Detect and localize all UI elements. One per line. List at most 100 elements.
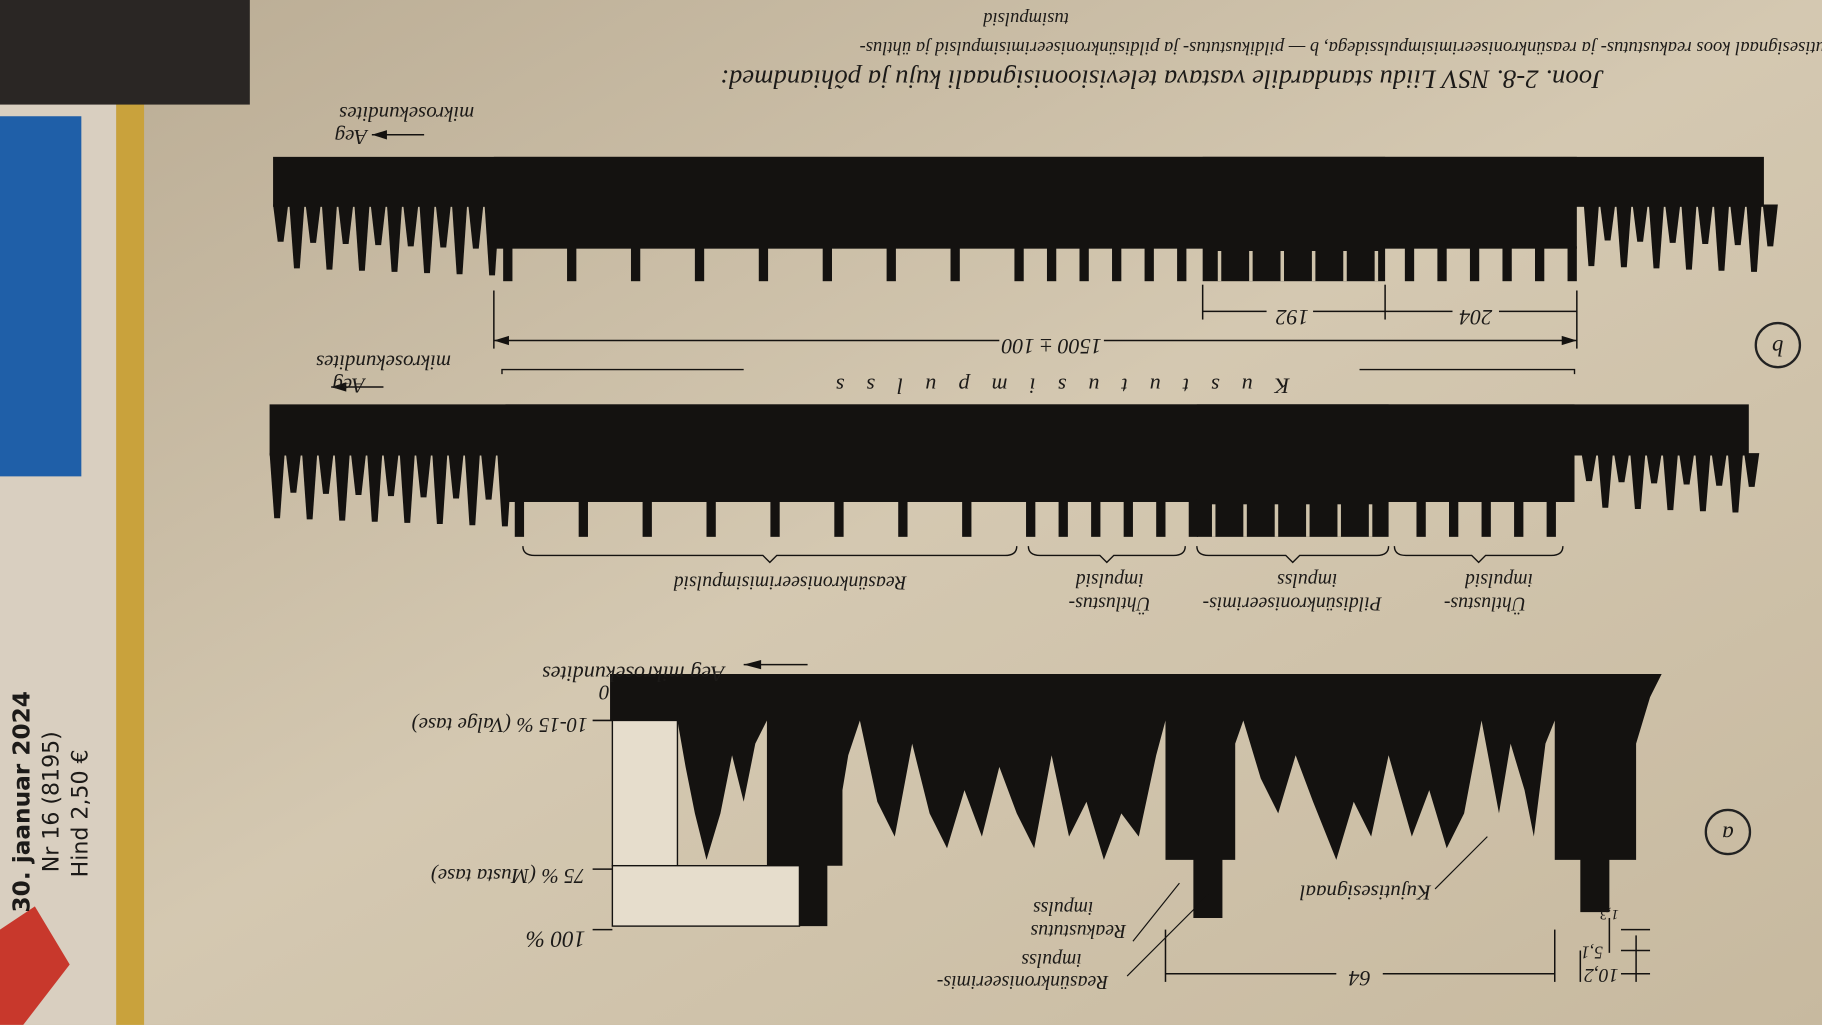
axis-label: mikrosekundites [339, 102, 474, 126]
span [501, 368, 1576, 375]
video-spike [464, 453, 480, 526]
strip-lower [1202, 156, 1386, 282]
dim-label: 1,3 [1599, 906, 1618, 922]
dim-label: 192 [1276, 305, 1309, 330]
panel-letter: a [1722, 821, 1734, 847]
level-label: 0 [598, 680, 609, 704]
video-spike [383, 453, 399, 497]
tooth [1404, 246, 1415, 282]
tooth [1177, 246, 1187, 282]
video-spike [1730, 204, 1746, 246]
tooth [1481, 499, 1491, 537]
tooth [1079, 246, 1089, 282]
magazine-red [0, 906, 70, 1025]
video-spike [403, 204, 419, 247]
arrow [1561, 335, 1577, 346]
tooth [1502, 246, 1512, 282]
brace-label: Ühtlustus- [1069, 592, 1151, 614]
tooth [1437, 246, 1447, 282]
caption-line: a — kujutisesignaal koos reakustutus- ja… [860, 37, 1822, 58]
tooth [898, 499, 908, 537]
video-spike [367, 453, 383, 522]
magazine-text: 30. jaanuar 2024 [9, 691, 36, 912]
level-box [611, 864, 801, 927]
video-spike [321, 204, 337, 270]
tooth [962, 499, 972, 537]
panel-b-circle [1754, 321, 1802, 369]
level-label: 75 % (Musta tase) [431, 864, 585, 888]
video-spike [386, 204, 403, 272]
video-spike [1630, 453, 1646, 509]
gap [1243, 504, 1247, 537]
axis-label: Aeg [332, 374, 367, 398]
gap [1374, 250, 1379, 282]
video-spike [1646, 453, 1662, 484]
video-spike [452, 204, 468, 275]
video-spike [354, 204, 370, 271]
level-box [611, 719, 679, 867]
brace [1196, 546, 1390, 564]
panel-a-circle [1704, 808, 1752, 856]
tooth [694, 246, 705, 282]
tooth [1188, 499, 1199, 537]
pulse-label: Reakustutus [1030, 920, 1127, 942]
video-spike [468, 204, 484, 249]
tooth [630, 246, 641, 282]
video-spike [305, 204, 321, 243]
video-spike [1616, 204, 1632, 268]
video-spike [1614, 453, 1630, 483]
tooth [567, 246, 577, 282]
video-spike [432, 453, 448, 525]
video-spike [1583, 204, 1599, 267]
pulse-label: Kujutisesignaal [1300, 880, 1432, 904]
axis-label: Aeg mikrosekundites [542, 662, 726, 687]
video-spike [481, 453, 497, 500]
gap [1274, 504, 1279, 537]
dim-label: 10,2 [1584, 964, 1619, 986]
rule [1434, 836, 1488, 890]
video-spike [1597, 453, 1613, 508]
tooth [1546, 499, 1556, 537]
video-spike [415, 453, 432, 498]
tooth [642, 499, 652, 537]
pulse-label: impulss [1021, 949, 1082, 971]
arrow [371, 130, 387, 140]
video-spike [370, 204, 386, 246]
dark-corner [0, 0, 250, 105]
video-spike [1600, 204, 1616, 241]
tooth [578, 499, 588, 537]
rule [1126, 894, 1209, 977]
axis-label: Aeg [335, 125, 370, 149]
tooth [1416, 499, 1426, 537]
tooth [1535, 246, 1545, 282]
brace-label: impulss [1277, 569, 1338, 591]
video-spike [1744, 453, 1760, 487]
video-spike [289, 204, 305, 269]
tooth [1469, 246, 1480, 282]
dim-label: 64 [1349, 966, 1371, 991]
video-spike [419, 204, 435, 274]
gap [1368, 504, 1373, 537]
brace [1027, 546, 1186, 564]
tooth [1514, 499, 1524, 537]
video-spike [1665, 204, 1681, 243]
video-spike [1713, 204, 1730, 271]
brace-label: Pildisünkroniseerimis- [1203, 592, 1383, 614]
gap [1337, 504, 1341, 537]
video-spike [1695, 453, 1711, 512]
video-spike [1581, 453, 1597, 482]
video-spike [269, 453, 285, 519]
dim-label: 1500 ± 100 [1001, 334, 1101, 359]
video-spike [497, 453, 513, 527]
waveform-a [610, 673, 1662, 927]
tooth [1449, 499, 1459, 537]
brace-label: impulsid [1465, 569, 1533, 591]
video-spike [399, 453, 415, 523]
video-spike [484, 204, 500, 276]
tooth [770, 499, 780, 537]
tooth [1026, 499, 1036, 537]
tooth [834, 499, 844, 537]
tooth [1091, 499, 1101, 537]
